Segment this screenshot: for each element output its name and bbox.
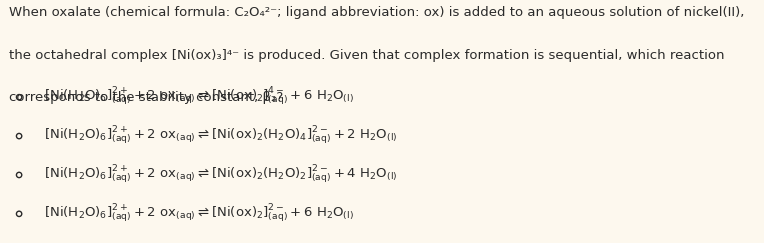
Text: When oxalate (chemical formula: C₂O₄²⁻; ligand abbreviation: ox) is added to an : When oxalate (chemical formula: C₂O₄²⁻; … bbox=[9, 6, 745, 19]
Text: corresponds to the stability constant, β₂?: corresponds to the stability constant, β… bbox=[9, 91, 283, 104]
Text: $\mathregular{[Ni(H_2O)_6]^{2+}_{(aq)} + 2\ ox_{(aq)} \rightleftharpoons [Ni(ox): $\mathregular{[Ni(H_2O)_6]^{2+}_{(aq)} +… bbox=[44, 125, 398, 147]
Text: $\mathregular{[Ni(H_2O)_6]^{2+}_{(aq)} + 2\ ox_{(aq)} \rightleftharpoons [Ni(ox): $\mathregular{[Ni(H_2O)_6]^{2+}_{(aq)} +… bbox=[44, 164, 398, 186]
Text: $\mathregular{[Ni(H_2O)_6]^{2+}_{(aq)} + 2\ ox_{(aq)} \rightleftharpoons [Ni(ox): $\mathregular{[Ni(H_2O)_6]^{2+}_{(aq)} +… bbox=[44, 86, 354, 108]
Text: the octahedral complex [Ni(ox)₃]⁴⁻ is produced. Given that complex formation is : the octahedral complex [Ni(ox)₃]⁴⁻ is pr… bbox=[9, 49, 725, 61]
Text: $\mathregular{[Ni(H_2O)_6]^{2+}_{(aq)} + 2\ ox_{(aq)} \rightleftharpoons [Ni(ox): $\mathregular{[Ni(H_2O)_6]^{2+}_{(aq)} +… bbox=[44, 203, 354, 225]
